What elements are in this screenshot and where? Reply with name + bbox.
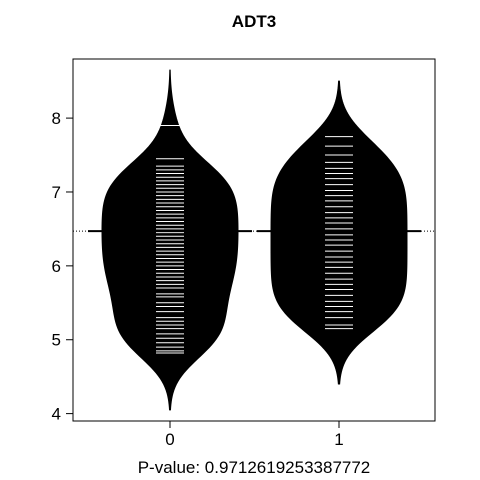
x-axis-label: P-value: 0.9712619253387772: [138, 458, 371, 477]
plot-frame: [72, 58, 436, 422]
x-tick-label: 1: [334, 430, 343, 449]
beans-layer: [101, 69, 408, 411]
y-tick-label: 6: [52, 257, 61, 276]
bean-shape-1: [270, 80, 408, 385]
chart-title: ADT3: [232, 12, 276, 31]
y-tick-label: 4: [52, 405, 61, 424]
y-tick-label: 8: [52, 109, 61, 128]
x-tick-label: 0: [165, 430, 174, 449]
y-axis: 4 5 6 7 8: [52, 109, 73, 424]
y-tick-label: 7: [52, 183, 61, 202]
y-tick-label: 5: [52, 331, 61, 350]
